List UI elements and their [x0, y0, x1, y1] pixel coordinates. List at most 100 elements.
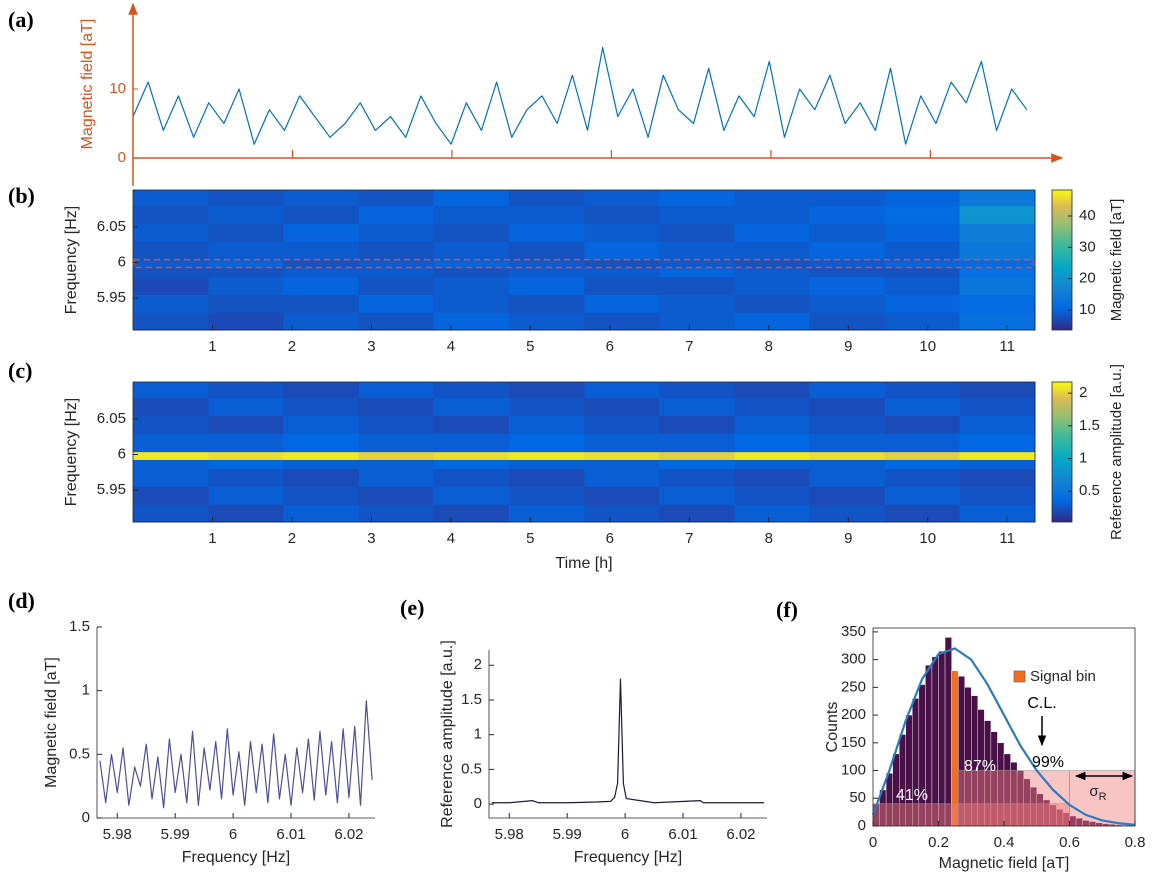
heatmap-cell [508, 312, 585, 331]
heatmap-cell [358, 190, 434, 207]
heatmap-cell [959, 312, 1036, 331]
x-tick-label: 11 [999, 530, 1015, 547]
colorbar [1051, 381, 1073, 523]
heatmap-cell [584, 259, 660, 268]
heatmap-cell [584, 241, 660, 261]
heatmap-cell [283, 223, 360, 242]
heatmap-cell [884, 267, 961, 278]
y-axis-label: Counts [824, 702, 841, 753]
heatmap-cell [734, 382, 810, 399]
x-tick-label: 8 [765, 338, 773, 355]
heatmap-cell [659, 259, 736, 268]
heatmap-cell [734, 486, 810, 505]
heatmap-cell [358, 259, 434, 268]
heatmap-cell [884, 312, 961, 331]
heatmap-cell [809, 205, 886, 224]
heatmap-cell [884, 205, 961, 224]
heatmap-cell [734, 397, 810, 416]
heatmap-cell [433, 415, 510, 434]
heatmap-cell [884, 397, 961, 416]
heatmap-cell [734, 468, 810, 487]
histogram-bar [938, 651, 946, 827]
x-tick-label: 5.98 [103, 826, 132, 843]
y-tick-label: 0 [858, 817, 866, 834]
heatmap-cell [433, 312, 510, 331]
heatmap-cell [208, 486, 284, 505]
heatmap-cell [884, 259, 961, 268]
heatmap-cell [133, 486, 209, 505]
heatmap-cell [208, 241, 284, 261]
x-tick-label: 2 [288, 338, 296, 355]
y-axis-label: Frequency [Hz] [63, 398, 80, 506]
heatmap-cell [809, 397, 886, 416]
heatmap-cell [433, 267, 510, 278]
heatmap-cell [659, 486, 736, 505]
heatmap-cell [584, 415, 660, 434]
heatmap-cell [659, 205, 736, 224]
x-tick-label: 1 [208, 338, 216, 355]
x-tick-label: 5.99 [553, 826, 582, 843]
heatmap-cell [133, 294, 209, 313]
heatmap-cell [433, 276, 510, 295]
heatmap-cell [884, 459, 961, 470]
heatmap-cell [283, 382, 360, 399]
heatmap-cell [358, 486, 434, 505]
heatmap-cell [584, 205, 660, 224]
colorbar [1051, 189, 1073, 331]
heatmap-cell [508, 468, 585, 487]
heatmap-cell [433, 459, 510, 470]
y-tick-label: 0.5 [69, 745, 90, 762]
x-tick-label: 0.6 [1059, 834, 1080, 851]
colorbar-tick-label: 20 [1079, 270, 1096, 287]
annotation: 87% [964, 758, 996, 775]
data-line [99, 700, 373, 809]
heatmap-cell [584, 190, 660, 207]
heatmap-cell [809, 294, 886, 313]
heatmap-cell [133, 241, 209, 261]
heatmap-cell [659, 397, 736, 416]
heatmap-cell [884, 241, 961, 261]
heatmap-cell [734, 451, 810, 460]
y-tick-label: 5.95 [97, 289, 126, 306]
heatmap-cell [659, 382, 736, 399]
heatmap-cell [584, 504, 660, 523]
heatmap-cell [659, 223, 736, 242]
annotation: 99% [1032, 754, 1064, 771]
data-line [132, 47, 1028, 145]
heatmap-cell [884, 433, 961, 453]
colorbar-label: Reference amplitude [a.u.] [1108, 364, 1125, 540]
heatmap-cell [508, 190, 585, 207]
heatmap-cell [133, 267, 209, 278]
x-tick-label: 2 [288, 530, 296, 547]
heatmap-cell [959, 451, 1036, 460]
heatmap-cell [959, 241, 1036, 261]
y-tick-label: 0 [118, 149, 126, 166]
y-tick-label: 50 [849, 789, 866, 806]
legend-box [1008, 664, 1126, 690]
heatmap-cell [659, 276, 736, 295]
heatmap-cell [734, 259, 810, 268]
x-axis-label: Frequency [Hz] [574, 849, 682, 866]
heatmap-cell [809, 267, 886, 278]
y-tick-label: 1.5 [461, 691, 482, 708]
legend-swatch [1013, 670, 1026, 683]
heatmap-cell [959, 415, 1036, 434]
axes-lines [96, 627, 375, 819]
heatmap-cell [884, 223, 961, 242]
x-tick-label: 10 [919, 530, 936, 547]
heatmap-cell [283, 241, 360, 261]
y-tick-label: 350 [841, 623, 866, 640]
heatmap-cell [433, 223, 510, 242]
heatmap-cell [584, 267, 660, 278]
x-axis-label: Time [h] [555, 555, 612, 572]
x-tick-label: 4 [447, 530, 455, 547]
x-tick-label: 6.01 [276, 826, 305, 843]
heatmap-cell [208, 312, 284, 331]
heatmap-cell [734, 504, 810, 523]
signal-bar [951, 670, 959, 827]
x-tick-label: 5 [526, 338, 534, 355]
heatmap-cell [959, 259, 1036, 268]
y-tick-label: 0 [82, 809, 90, 826]
heatmap-cell [809, 433, 886, 453]
x-tick-label: 6 [229, 826, 237, 843]
